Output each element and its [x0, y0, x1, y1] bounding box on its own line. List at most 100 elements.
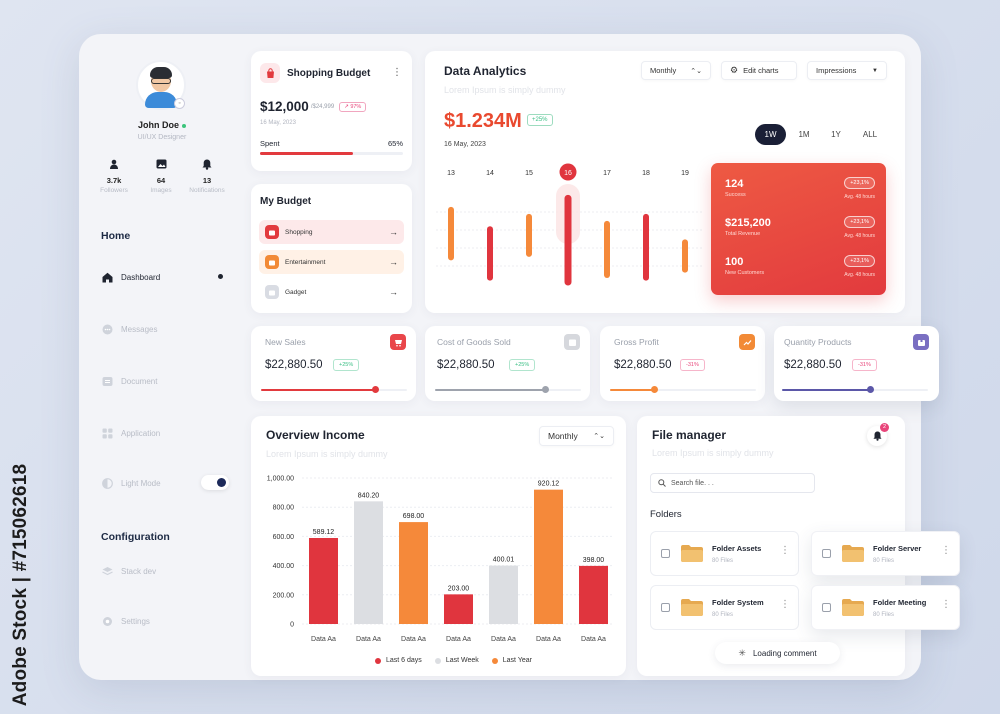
avatar-edit-icon[interactable]: ◦ [174, 98, 185, 109]
x-category-label: Data Aa [446, 636, 471, 643]
income-period-select[interactable]: Monthly ⌃⌄ [539, 426, 614, 446]
summary-pill: +23,1% [844, 177, 875, 189]
income-legend: Last 6 days Last Week Last Year [375, 657, 545, 664]
nav-heading-home: Home [101, 230, 131, 242]
edit-charts-button[interactable]: ⚙ Edit charts [721, 61, 797, 80]
income-bar[interactable] [579, 565, 608, 624]
sidebar-item-settings[interactable]: Settings [101, 613, 231, 629]
kpi-progress [782, 386, 928, 393]
folders-heading: Folders [650, 509, 682, 520]
income-bar[interactable] [489, 565, 518, 624]
kpi-progress-knob[interactable] [866, 386, 874, 393]
day-label: 14 [486, 170, 494, 177]
nav-heading-configuration: Configuration [101, 531, 170, 543]
chevron-updown-icon: ⌃⌄ [593, 433, 605, 440]
highlight-day-marker[interactable] [559, 163, 577, 181]
legend-last-6-days: Last 6 days [375, 657, 422, 664]
range-1w-button[interactable]: 1W [755, 124, 786, 145]
more-icon[interactable]: ⋮ [780, 545, 790, 556]
light-mode-toggle[interactable] [201, 475, 229, 490]
shopping-bag-icon [260, 63, 280, 83]
budget-badge: ↗ 97% [339, 101, 367, 112]
income-bar[interactable] [354, 501, 383, 624]
kpi-quantity-products: Quantity Products $22,880.50 -31% [774, 326, 939, 401]
spent-label: Spent [260, 139, 280, 148]
income-bar[interactable] [309, 537, 338, 624]
stat-followers: 3.7k Followers [91, 158, 137, 194]
kpi-badge: -31% [852, 359, 877, 371]
home-icon [101, 271, 113, 283]
more-icon[interactable]: ⋮ [392, 67, 402, 78]
y-tick-label: 1,000.00 [267, 476, 294, 483]
folder-checkbox[interactable] [822, 549, 831, 558]
sidebar-item-light-mode[interactable]: Light Mode [101, 475, 231, 491]
shopping-budget-amount-row: $12,000 /$24,999 ↗ 97% [260, 99, 367, 114]
sidebar-item-messages[interactable]: Messages [101, 321, 231, 337]
kpi-progress [435, 386, 581, 393]
loading-comment-button[interactable]: ✳ Loading comment [715, 642, 840, 664]
notification-button[interactable]: 2 [867, 423, 889, 446]
income-bar[interactable] [444, 594, 473, 624]
folder-meeting[interactable]: Folder Meeting 80 Files ⋮ [811, 585, 960, 630]
summary-panel: 124 Success +23,1% Avg. 48 hours $215,20… [711, 163, 886, 295]
more-icon[interactable]: ⋮ [780, 599, 790, 610]
sidebar-item-application[interactable]: Application [101, 425, 231, 441]
folder-assets[interactable]: Folder Assets 80 Files ⋮ [650, 531, 799, 576]
kpi-progress-knob[interactable] [650, 386, 658, 393]
stock-id-watermark: Adobe Stock | #715062618 [6, 464, 36, 706]
my-budget-title: My Budget [260, 196, 312, 207]
file-manager-title: File manager [652, 428, 727, 442]
range-all-button[interactable]: ALL [862, 130, 878, 139]
analytics-amount: $1.234M [444, 110, 522, 132]
analytics-date: 16 May, 2023 [444, 141, 486, 148]
bar-value-label: 698.00 [403, 513, 425, 520]
folder-server[interactable]: Folder Server 80 Files ⋮ [811, 531, 960, 576]
range-1m-button[interactable]: 1M [798, 130, 810, 139]
budget-item-entertainment[interactable]: Entertainment → [259, 250, 404, 274]
stat-notifications: 13 Notifications [184, 158, 230, 194]
folder-checkbox[interactable] [661, 603, 670, 612]
search-icon [658, 479, 666, 487]
day-label: 17 [603, 170, 611, 177]
day-label: 19 [681, 170, 689, 177]
income-bar[interactable] [399, 522, 428, 624]
budget-item-shopping[interactable]: Shopping → [259, 220, 404, 244]
sidebar-item-stack-dev[interactable]: Stack dev [101, 563, 231, 579]
bar-value-label: 920.12 [538, 481, 560, 488]
more-icon[interactable]: ⋮ [941, 545, 951, 556]
summary-pill: +23,1% [844, 255, 875, 267]
avatar[interactable]: ◦ [136, 60, 186, 110]
folder-checkbox[interactable] [822, 603, 831, 612]
shopping-budget-date: 16 May, 2023 [260, 120, 296, 126]
kpi-new-sales: New Sales $22,880.50 +25% [251, 326, 416, 401]
more-icon[interactable]: ⋮ [941, 599, 951, 610]
sidebar-item-document[interactable]: Document [101, 373, 231, 389]
y-tick-label: 800.00 [273, 505, 295, 512]
folder-icon [681, 545, 703, 562]
impressions-select[interactable]: Impressions ▼ [807, 61, 887, 80]
folder-checkbox[interactable] [661, 549, 670, 558]
y-tick-label: 600.00 [273, 534, 295, 541]
folder-icon [681, 599, 703, 616]
period-select[interactable]: Monthly ⌃⌄ [641, 61, 711, 80]
gadget-icon [265, 285, 279, 299]
chevron-down-icon: ▼ [872, 67, 878, 74]
trend-up-icon [739, 334, 755, 350]
overview-income-title: Overview Income [266, 428, 365, 442]
y-tick-label: 200.00 [273, 592, 295, 599]
document-icon [101, 375, 113, 387]
range-1y-button[interactable]: 1Y [831, 130, 841, 139]
kpi-progress [261, 386, 407, 393]
kpi-progress-knob[interactable] [541, 386, 549, 393]
bar-value-label: 398.00 [583, 557, 605, 564]
folder-system[interactable]: Folder System 80 Files ⋮ [650, 585, 799, 630]
sidebar-item-dashboard[interactable]: Dashboard [101, 269, 231, 285]
income-bar[interactable] [534, 489, 563, 624]
analytics-badge: +25% [527, 114, 553, 126]
folder-icon [842, 599, 864, 616]
search-file-input[interactable]: Search file. . . [650, 473, 815, 493]
layers-icon [101, 565, 113, 577]
y-tick-label: 0 [290, 622, 294, 629]
kpi-progress-knob[interactable] [371, 386, 379, 393]
budget-item-gadget[interactable]: Gadget → [259, 280, 404, 304]
